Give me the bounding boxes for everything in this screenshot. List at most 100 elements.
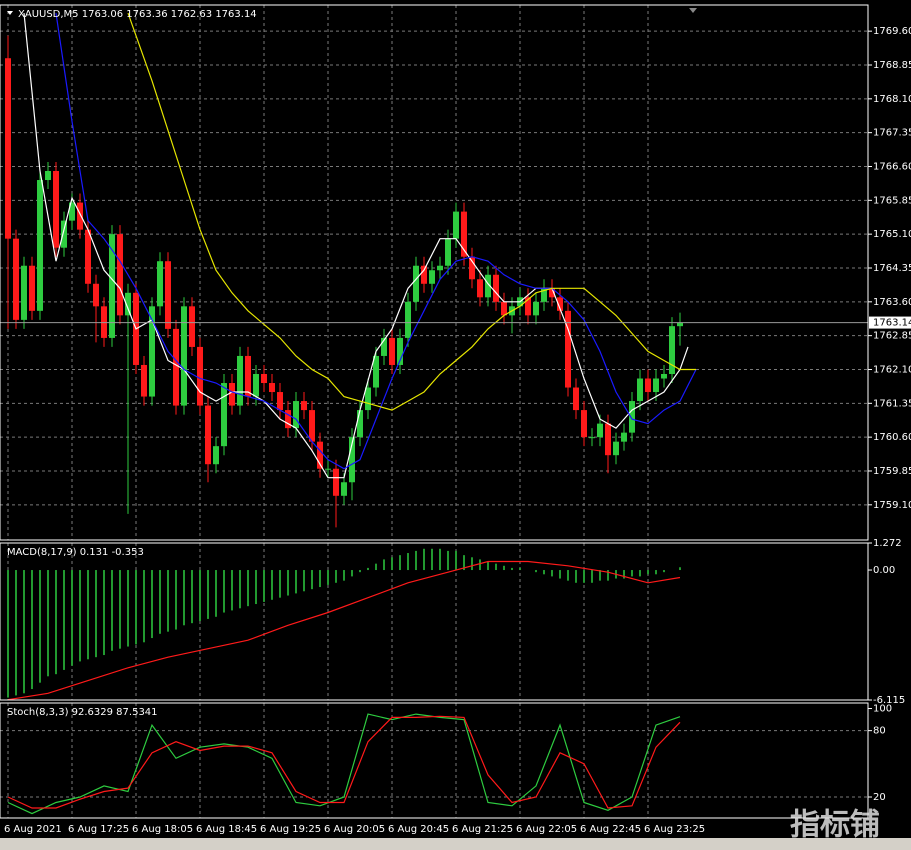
plot-area (0, 12, 868, 528)
candle-body (429, 270, 435, 284)
candle-body (117, 234, 123, 316)
x-tick-label: 6 Aug 22:45 (580, 824, 641, 835)
candle-body (141, 364, 147, 397)
y-tick-label: 80 (873, 726, 886, 737)
candle-body (453, 211, 459, 239)
candle-body (365, 387, 371, 411)
candle-body (269, 383, 275, 393)
candle-body (125, 292, 131, 316)
y-tick-label: 1763.60 (873, 297, 911, 308)
y-tick-label: 1768.10 (873, 94, 911, 105)
candle-body (621, 432, 627, 442)
x-tick-label: 6 Aug 20:45 (388, 824, 449, 835)
candle-body (549, 288, 555, 298)
candle-body (293, 401, 299, 429)
candle-body (157, 261, 163, 307)
candle-body (389, 337, 395, 365)
indicator-line (23, 13, 689, 479)
y-tick-label: 1761.35 (873, 398, 911, 409)
candle-body (589, 437, 595, 439)
last-price-box (869, 316, 911, 329)
x-tick-label: 6 Aug 22:05 (516, 824, 577, 835)
candle-body (205, 405, 211, 465)
x-tick-label: 6 Aug 21:25 (452, 824, 513, 835)
candle-body (573, 387, 579, 411)
candle-body (677, 322, 683, 327)
indicator-line (7, 560, 681, 700)
candle-body (285, 410, 291, 429)
panel-title: XAUUSD,M5 1763.06 1763.36 1762.63 1763.1… (18, 9, 257, 20)
candle-body (45, 171, 51, 181)
candle-body (645, 378, 651, 393)
panel-title: MACD(8,17,9) 0.131 -0.353 (7, 547, 144, 558)
x-tick-label: 6 Aug 18:45 (196, 824, 257, 835)
candle-body (333, 468, 339, 496)
candle-body (605, 423, 611, 456)
candle-body (229, 383, 235, 406)
candle-body (61, 220, 67, 248)
candle-body (357, 410, 363, 438)
x-tick-label: 6 Aug 18:05 (132, 824, 193, 835)
candle-body (69, 202, 75, 221)
candle-body (181, 306, 187, 406)
candle-body (237, 355, 243, 406)
indicator-line (55, 13, 697, 470)
candle-body (485, 274, 491, 298)
y-tick-label: 1759.10 (873, 500, 911, 511)
y-tick-label: 20 (873, 792, 886, 803)
candle-body (261, 373, 267, 384)
candle-body (245, 355, 251, 397)
indicator-line (7, 715, 681, 809)
y-tick-label: 100 (873, 704, 892, 715)
candle-body (189, 306, 195, 347)
candle-body (213, 446, 219, 465)
candle-body (493, 274, 499, 302)
indicator-line (127, 12, 696, 411)
candle-body (669, 326, 675, 374)
y-tick-label: 0.00 (873, 565, 895, 576)
candle-body (5, 58, 11, 239)
candle-body (317, 441, 323, 469)
price-panel (0, 4, 869, 541)
candle-body (469, 256, 475, 280)
candle-body (557, 297, 563, 311)
menu-arrow[interactable] (7, 11, 13, 15)
plot-area (0, 713, 868, 815)
candle-body (525, 297, 531, 316)
candle-body (77, 202, 83, 230)
candle-body (29, 265, 35, 311)
y-tick-label: 1769.60 (873, 26, 911, 37)
y-tick-label: 1762.10 (873, 364, 911, 375)
candle-body (397, 337, 403, 365)
candle-body (149, 306, 155, 397)
y-tick-label: 1765.85 (873, 195, 911, 206)
candle-body (637, 378, 643, 402)
y-tick-label: 1762.85 (873, 331, 911, 342)
candle-body (661, 373, 667, 379)
candle-body (565, 310, 571, 388)
plot-area (7, 548, 681, 700)
x-tick-label: 6 Aug 20:05 (324, 824, 385, 835)
candle-body (461, 211, 467, 257)
candle-body (581, 410, 587, 438)
candle-body (13, 238, 19, 320)
candle-body (421, 265, 427, 284)
candle-body (253, 373, 259, 397)
candle-body (21, 265, 27, 320)
y-tick-label: 1759.85 (873, 466, 911, 477)
candle-body (653, 378, 659, 393)
candle-body (373, 355, 379, 388)
candle-body (301, 401, 307, 411)
tab-bar (0, 838, 911, 850)
candle-body (405, 301, 411, 338)
x-tick-label: 6 Aug 17:25 (68, 824, 129, 835)
candle-body (349, 437, 355, 483)
candle-body (437, 265, 443, 271)
last-price-label: 1763.14 (873, 318, 911, 329)
candle-body (197, 346, 203, 406)
y-tick-label: 1766.60 (873, 161, 911, 172)
stoch-panel (0, 702, 869, 819)
x-tick-label: 6 Aug 19:25 (260, 824, 321, 835)
candle-body (37, 180, 43, 311)
y-tick-label: 1768.85 (873, 60, 911, 71)
